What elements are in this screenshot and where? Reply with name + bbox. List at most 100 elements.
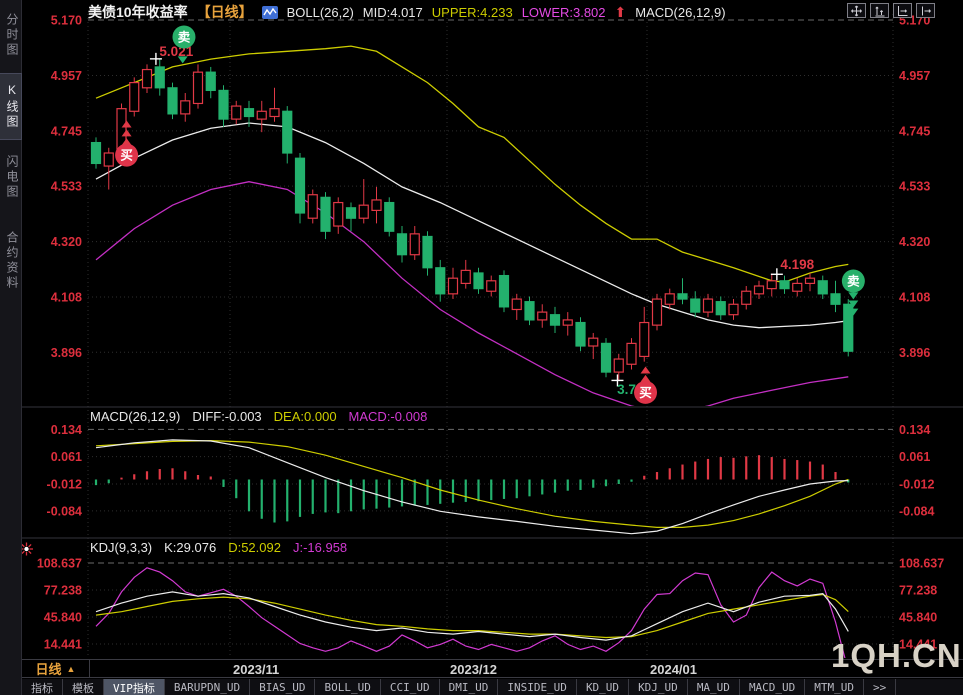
candle-body [728,303,739,316]
toolbar-item-4[interactable]: BIAS_UD [250,679,316,695]
candle-body [651,298,663,326]
sell-signal-badge [841,269,865,293]
left-sidebar: 分时图 K线图 闪电图 合约资料 [0,0,22,695]
macd-panel-header: MACD(26,12,9) DIFF:-0.003 DEA:0.000 MACD… [90,409,427,424]
candle-body [511,298,522,311]
candle-body [537,311,548,321]
toolbar-item-10[interactable]: KDJ_UD [629,679,688,695]
candle-body [677,293,688,300]
sidebar-item-time-chart[interactable]: 分时图 [5,13,19,58]
candle-body [562,319,573,326]
toolbar-item-6[interactable]: CCI_UD [381,679,440,695]
axis-zoom-vertical-icon[interactable] [870,3,889,18]
sidebar-item-kline-chart[interactable]: K线图 [0,73,22,140]
chart-control-icons [847,3,935,18]
y-axis-label: 0.061 [51,450,82,464]
y-axis-label: 0.134 [51,423,82,437]
x-axis-row: 日线 ▲ 2023/11 2023/12 2024/01 [22,659,963,678]
down-triangle-icon [848,292,859,300]
toolbar-item-8[interactable]: INSIDE_UD [498,679,577,695]
y-axis-label: 4.745 [899,124,930,138]
sell-signal-label: 卖 [847,274,860,289]
toolbar-item-12[interactable]: MACD_UD [740,679,806,695]
candle-body [639,321,650,358]
y-axis-label: 4.108 [51,290,82,304]
toolbar-item-2[interactable]: VIP指标 [104,679,165,695]
toolbar-item-3[interactable]: BARUPDN_UD [165,679,251,695]
candle-body [460,269,471,285]
candle-body [129,81,140,112]
macd-panel [94,439,850,535]
boll-label: BOLL(26,2) [286,4,354,20]
kdj-j-value: J:-16.958 [292,540,348,555]
y-axis-label: 4.745 [51,124,82,138]
candle-body [664,293,675,305]
y-axis-label: -0.012 [47,477,82,491]
candle-body [282,110,293,154]
up-triangle-icon [121,138,132,146]
instrument-title: 美债10年收益率 [88,4,188,20]
candle-body [333,201,344,227]
axis-zoom-horizontal-icon[interactable] [893,3,912,18]
candle-body [447,277,459,295]
candle-body [307,194,318,219]
y-axis-label: 4.533 [51,180,82,194]
sell-signal-badge [172,25,196,49]
candle-body [243,108,255,118]
candle-body [626,342,637,365]
candle-body [549,314,561,326]
y-axis-label: 3.896 [51,346,82,360]
pan-tool-icon[interactable] [847,3,866,18]
candle-body [843,303,854,352]
kdj-panel [95,567,849,658]
kdj-d-value: D:52.092 [228,540,281,555]
y-axis-label: 108.637 [899,557,944,571]
y-axis-label: 4.320 [899,235,930,249]
y-axis-label: 45.840 [899,610,937,624]
candle-body [192,71,204,105]
toolbar-item-13[interactable]: MTM_UD [805,679,865,695]
y-axis-label: 4.533 [899,180,930,194]
candle-body [218,89,229,120]
boll-mid-value: MID:4.017 [362,4,423,20]
y-axis-label: 5.170 [51,14,82,28]
toolbar-item-1[interactable]: 模板 [63,679,104,695]
candle-body [320,196,331,232]
up-triangle-icon: ▲ [66,663,76,674]
macd-param-label: MACD(26,12,9) [635,4,726,20]
y-axis-label: 4.108 [899,290,930,304]
candle-body [524,301,535,321]
y-axis-label: 14.441 [899,637,937,651]
y-axis-label: 4.957 [51,69,82,83]
period-selector[interactable]: 日线 ▲ [22,660,90,677]
up-triangle-icon [640,374,651,382]
candle-body [358,204,369,219]
candle-body [422,235,433,269]
candle-body [830,293,841,305]
y-axis-label: 3.896 [899,346,930,360]
shift-data-right-icon[interactable] [916,3,935,18]
period-tag: 【日线】 [196,4,253,20]
buy-signal-label: 买 [639,386,652,400]
toolbar-item-7[interactable]: DMI_UD [440,679,499,695]
candle-body [600,342,612,373]
candle-body [205,71,216,92]
sidebar-item-contract-info[interactable]: 合约资料 [5,231,19,291]
toolbar-item-5[interactable]: BOLL_UD [315,679,381,695]
candle-body [804,277,816,285]
sidebar-item-lightning-chart[interactable]: 闪电图 [5,155,19,200]
toolbar-item-14[interactable]: >> [864,679,897,695]
y-axis-label: 0.061 [899,450,930,464]
up-arrow-icon: ⬆ [614,4,627,20]
candle-body [498,274,510,308]
toolbar-item-11[interactable]: MA_UD [688,679,740,695]
x-axis-date: 2023/11 [233,662,280,677]
candle-body [371,199,382,211]
toolbar-item-0[interactable]: 指标 [22,679,63,695]
toolbar-item-9[interactable]: KD_UD [577,679,630,695]
watermark-logo: 1QH.CN [831,637,962,674]
boll-lower-value: LOWER:3.802 [521,4,606,20]
candle-body [779,280,790,290]
candle-body [766,280,777,290]
